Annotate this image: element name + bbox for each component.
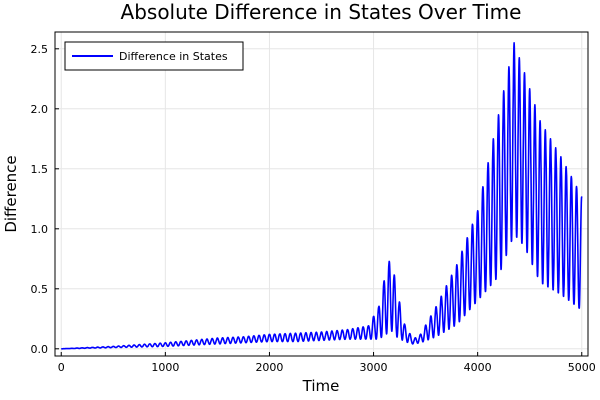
y-tick-label: 2.0 (31, 103, 49, 116)
x-tick-label: 4000 (464, 361, 492, 374)
x-tick-label: 0 (58, 361, 65, 374)
x-tick-label: 3000 (360, 361, 388, 374)
legend: Difference in States (64, 41, 244, 71)
chart-title: Absolute Difference in States Over Time (121, 0, 522, 24)
y-tick-label: 2.5 (31, 43, 49, 56)
y-tick-label: 1.0 (31, 223, 49, 236)
x-axis-ticks: 0 1000 2000 3000 4000 5000 (58, 352, 596, 374)
series-layer (60, 41, 583, 350)
x-tick-label: 2000 (255, 361, 283, 374)
x-tick-label: 5000 (568, 361, 596, 374)
legend-label: Difference in States (119, 50, 228, 63)
y-tick-label: 0.0 (31, 343, 49, 356)
y-tick-label: 1.5 (31, 163, 49, 176)
x-axis-label: Time (302, 377, 340, 395)
y-axis-ticks: 0.0 0.5 1.0 1.5 2.0 2.5 (31, 43, 59, 356)
plot-frame (54, 31, 589, 357)
y-axis-label: Difference (2, 155, 20, 232)
series-line-difference-in-states (60, 41, 583, 350)
y-tick-label: 0.5 (31, 283, 49, 296)
x-tick-label: 1000 (151, 361, 179, 374)
